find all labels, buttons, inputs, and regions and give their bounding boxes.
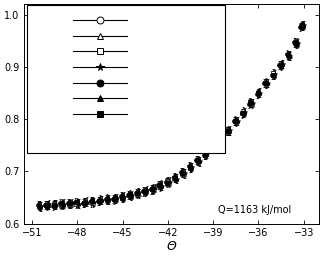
Text: Q=1163 kJ/mol: Q=1163 kJ/mol: [218, 205, 292, 215]
Bar: [27, 5, 225, 153]
X-axis label: Θ: Θ: [167, 240, 177, 253]
